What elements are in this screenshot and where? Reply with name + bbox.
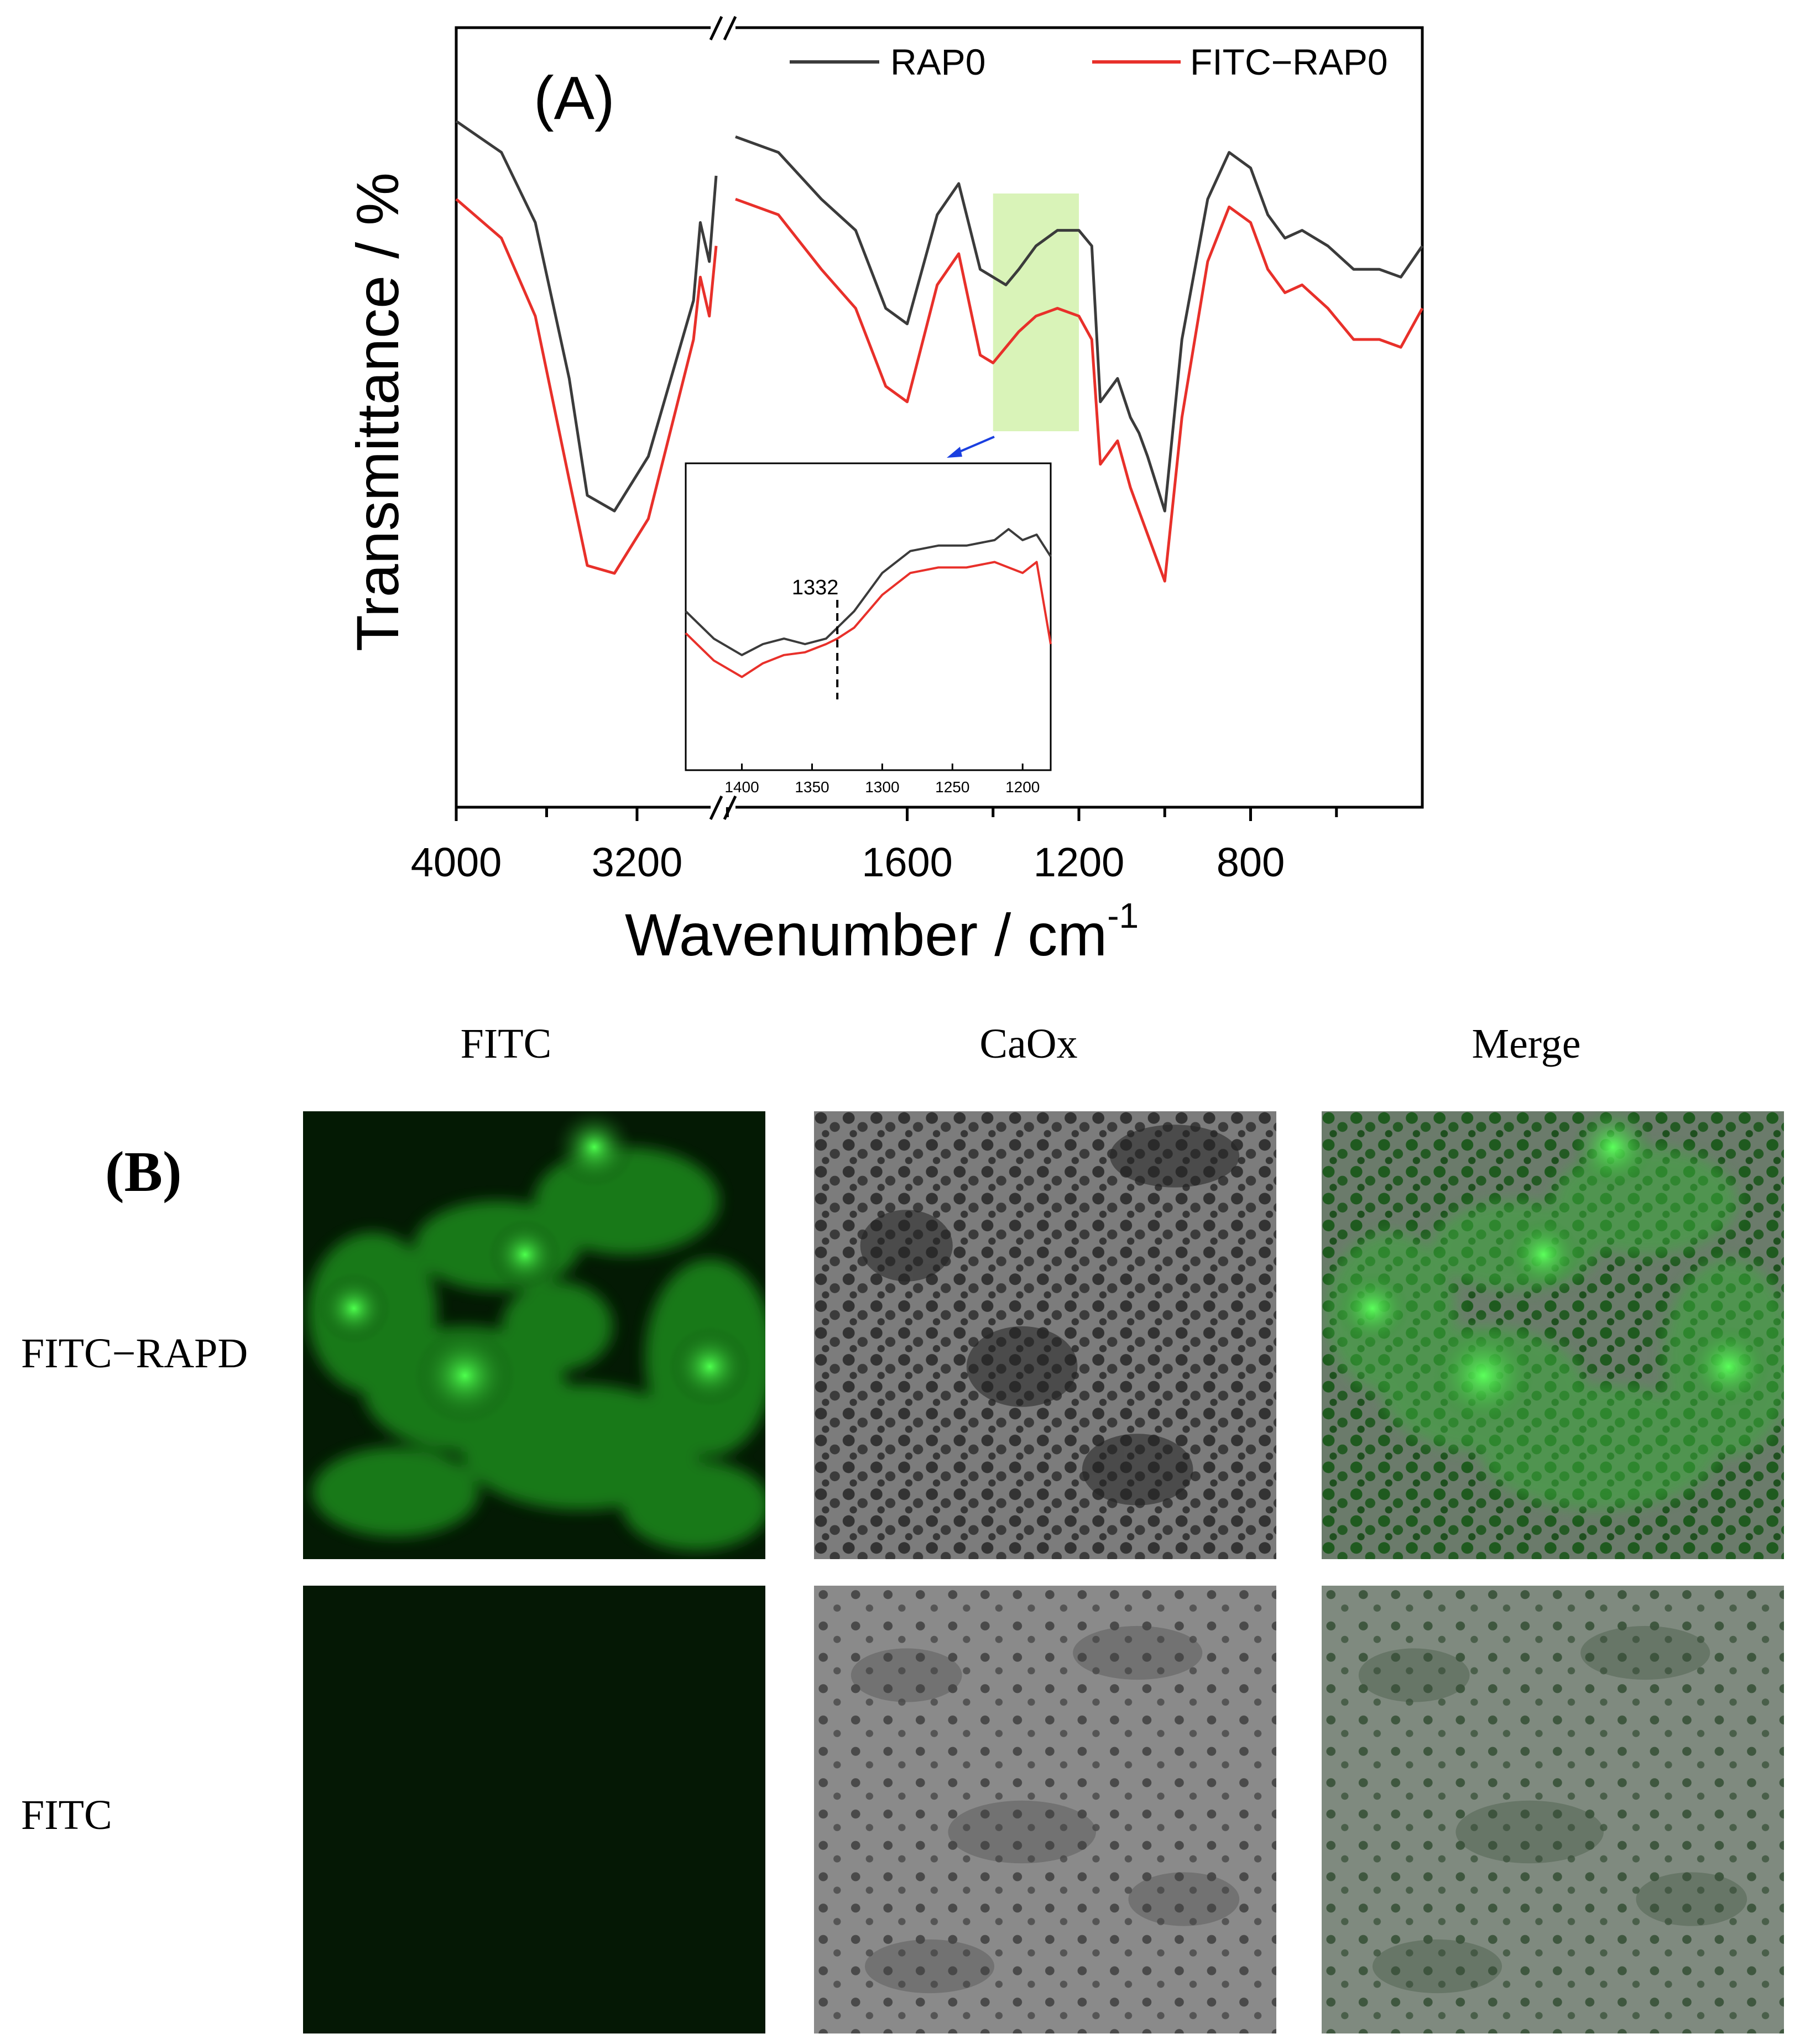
column-header-caox: CaOx xyxy=(979,1021,1078,1067)
series-line-fitc-rap0-segment-2 xyxy=(735,197,1424,583)
x-tick-label: 4000 xyxy=(411,839,502,885)
x-tick-label: 1200 xyxy=(1034,839,1125,885)
x-axis-label-superscript: -1 xyxy=(1107,896,1139,935)
y-axis-label: Transmittance / % xyxy=(344,172,411,651)
inset-x-tick-label: 1250 xyxy=(935,778,969,796)
inset-x-tick-label: 1300 xyxy=(865,778,899,796)
inset-x-tick-label: 1350 xyxy=(795,778,829,796)
x-tick-label: 800 xyxy=(1217,839,1285,885)
panel-label-b: (B) xyxy=(105,1140,182,1204)
inset-x-ticks: 1400 1350 1300 1250 1200 xyxy=(724,764,1040,796)
image-fitc-rapd-merge xyxy=(1322,1111,1784,1559)
row-header-fitc-rapd: FITC−RAPD xyxy=(21,1330,248,1377)
inset-x-tick-label: 1400 xyxy=(724,778,759,796)
series-line-rap0-segment-1 xyxy=(455,120,718,513)
callout-arrow-head xyxy=(947,447,962,458)
series-line-fitc-rap0-segment-1 xyxy=(455,198,718,575)
x-axis-label: Wavenumber / cm-1 xyxy=(625,896,1139,968)
series-layer xyxy=(455,120,1424,583)
x-tick-label: 3200 xyxy=(592,839,683,885)
panel-label-a: (A) xyxy=(534,64,615,132)
legend-label-fitc-rap0: FITC−RAP0 xyxy=(1190,41,1388,82)
image-fitc-rapd-caox xyxy=(814,1111,1276,1559)
x-axis-label-text: Wavenumber / cm xyxy=(625,901,1107,968)
column-header-merge: Merge xyxy=(1472,1021,1581,1067)
row-header-fitc: FITC xyxy=(21,1792,112,1838)
x-tick-label: 1600 xyxy=(862,839,953,885)
image-fitc-caox xyxy=(814,1586,1276,2033)
x-ticks: 4000 3200 1600 1200 800 xyxy=(411,807,1338,885)
inset-annotation-1332: 1332 xyxy=(792,576,839,599)
inset-series-line-fitc-rap0 xyxy=(685,561,1052,678)
inset-frame xyxy=(685,462,1052,771)
series-line-rap0-segment-2 xyxy=(735,135,1424,513)
image-fitc-rapd-fitc xyxy=(303,1111,765,1559)
ftir-chart: 4000 3200 1600 1200 800 (A) RAP0 FITC−RAP0 T… xyxy=(344,15,1424,968)
highlight-band xyxy=(993,194,1079,431)
inset-series-line-rap0 xyxy=(685,528,1052,656)
image-fitc-fitc xyxy=(303,1586,765,2033)
legend-label-rap0: RAP0 xyxy=(890,41,985,82)
callout-arrow-line xyxy=(955,436,995,454)
image-fitc-merge xyxy=(1322,1586,1784,2033)
inset-x-tick-label: 1200 xyxy=(1005,778,1040,796)
inset-series-layer xyxy=(685,528,1052,678)
plot-frame xyxy=(455,26,1424,809)
column-header-fitc: FITC xyxy=(460,1021,552,1067)
